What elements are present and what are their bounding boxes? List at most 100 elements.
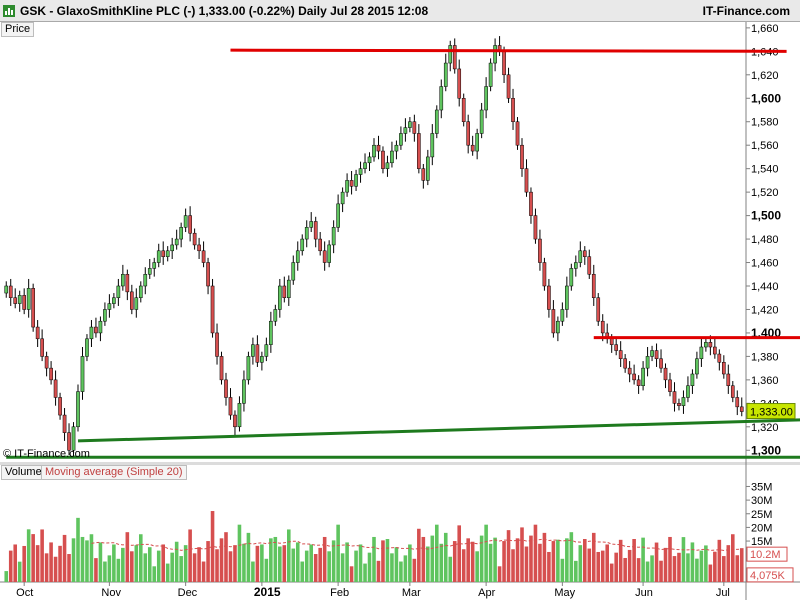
candle-body xyxy=(327,244,331,263)
candle-body xyxy=(488,62,493,87)
volume-bar xyxy=(116,558,121,582)
volume-bar xyxy=(251,561,255,582)
volume-bar xyxy=(121,547,125,582)
candle-body xyxy=(506,74,511,99)
volume-bar xyxy=(547,551,551,582)
volume-bar xyxy=(650,555,654,582)
candle-body xyxy=(695,358,699,375)
volume-bar xyxy=(40,529,44,582)
volume-bar xyxy=(336,524,340,582)
volume-bar xyxy=(197,547,201,582)
volume-bar xyxy=(735,555,740,582)
candle-body xyxy=(210,285,215,334)
volume-ma-line xyxy=(91,538,742,551)
price-tick-label: 1,320 xyxy=(751,422,779,434)
volume-bar xyxy=(58,545,62,582)
price-panel-label[interactable]: Price xyxy=(1,22,35,37)
candle-body xyxy=(304,227,309,240)
volume-bar xyxy=(318,547,322,582)
volume-bar xyxy=(206,541,210,582)
candle-body xyxy=(62,414,67,433)
volume-bar xyxy=(85,540,89,582)
candle-body xyxy=(138,285,143,298)
volume-bar xyxy=(524,546,529,582)
volume-panel-label[interactable]: Volume xyxy=(1,465,46,480)
candle-body xyxy=(98,320,103,334)
volume-bar xyxy=(242,543,246,582)
candle-body xyxy=(156,250,161,263)
candle-body xyxy=(721,362,726,375)
candle-body xyxy=(739,406,744,412)
candle-body xyxy=(143,274,148,287)
volume-bar xyxy=(596,551,601,582)
volume-bar xyxy=(103,561,107,582)
volume-bar xyxy=(228,551,233,582)
candle-body xyxy=(103,309,107,322)
volume-bar xyxy=(587,548,592,582)
candle-body xyxy=(264,344,269,357)
volume-bar xyxy=(627,549,632,582)
candle-body xyxy=(129,291,134,310)
candle-body xyxy=(677,403,681,406)
candle-body xyxy=(174,238,179,246)
volume-bar xyxy=(35,545,40,582)
volume-bar xyxy=(345,542,349,582)
candle-body xyxy=(197,244,201,252)
volume-bar xyxy=(309,544,314,582)
volume-bar xyxy=(690,542,695,582)
time-tick-label: May xyxy=(554,587,575,599)
candle-body xyxy=(434,109,439,134)
candle-body xyxy=(708,342,713,348)
volume-bar xyxy=(147,547,152,582)
candle-body xyxy=(8,285,13,298)
candle-body xyxy=(547,285,551,310)
volume-bar xyxy=(618,539,623,582)
candle-body xyxy=(318,238,323,252)
candle-body xyxy=(448,45,453,64)
volume-bar xyxy=(645,561,650,582)
volume-bar xyxy=(452,541,457,582)
price-tick-label: 1,420 xyxy=(751,304,779,316)
ma-panel-label[interactable]: Moving average (Simple 20) xyxy=(41,465,187,480)
candle-body xyxy=(381,150,385,169)
volume-bar xyxy=(632,539,636,582)
volume-bar xyxy=(260,544,264,582)
volume-bar xyxy=(358,544,363,582)
candle-body xyxy=(533,215,538,240)
candle-body xyxy=(237,403,242,428)
last-volume-marker xyxy=(746,567,794,583)
volume-bar xyxy=(130,551,134,582)
volume-bar xyxy=(170,552,174,582)
candle-body xyxy=(421,168,426,181)
volume-bar xyxy=(112,544,116,582)
candle-body xyxy=(300,238,305,252)
candle-body xyxy=(277,285,282,310)
volume-bar xyxy=(107,555,112,582)
candle-body xyxy=(340,191,345,205)
candle-body xyxy=(390,150,394,164)
price-tick-label: 1,500 xyxy=(751,209,781,223)
price-tick-label: 1,540 xyxy=(751,164,779,176)
volume-bar xyxy=(179,556,183,582)
volume-bar xyxy=(376,560,381,582)
candle-body xyxy=(556,320,560,334)
candle-body xyxy=(147,268,152,275)
volume-bar xyxy=(31,534,35,582)
volume-bar xyxy=(605,544,610,582)
volume-bar xyxy=(53,556,58,582)
candle-body xyxy=(206,262,210,287)
candle-body xyxy=(4,285,9,294)
candle-body xyxy=(354,174,358,187)
candle-body xyxy=(645,356,650,369)
volume-bar xyxy=(439,543,444,582)
candle-body xyxy=(632,373,636,381)
candle-body xyxy=(269,320,273,345)
volume-bar xyxy=(219,538,224,582)
volume-bar xyxy=(461,549,466,582)
volume-bar xyxy=(663,547,668,582)
volume-bar xyxy=(76,517,80,582)
volume-tick-label: 35M xyxy=(751,481,772,493)
volume-bar xyxy=(291,548,296,582)
volume-bar xyxy=(80,536,85,582)
